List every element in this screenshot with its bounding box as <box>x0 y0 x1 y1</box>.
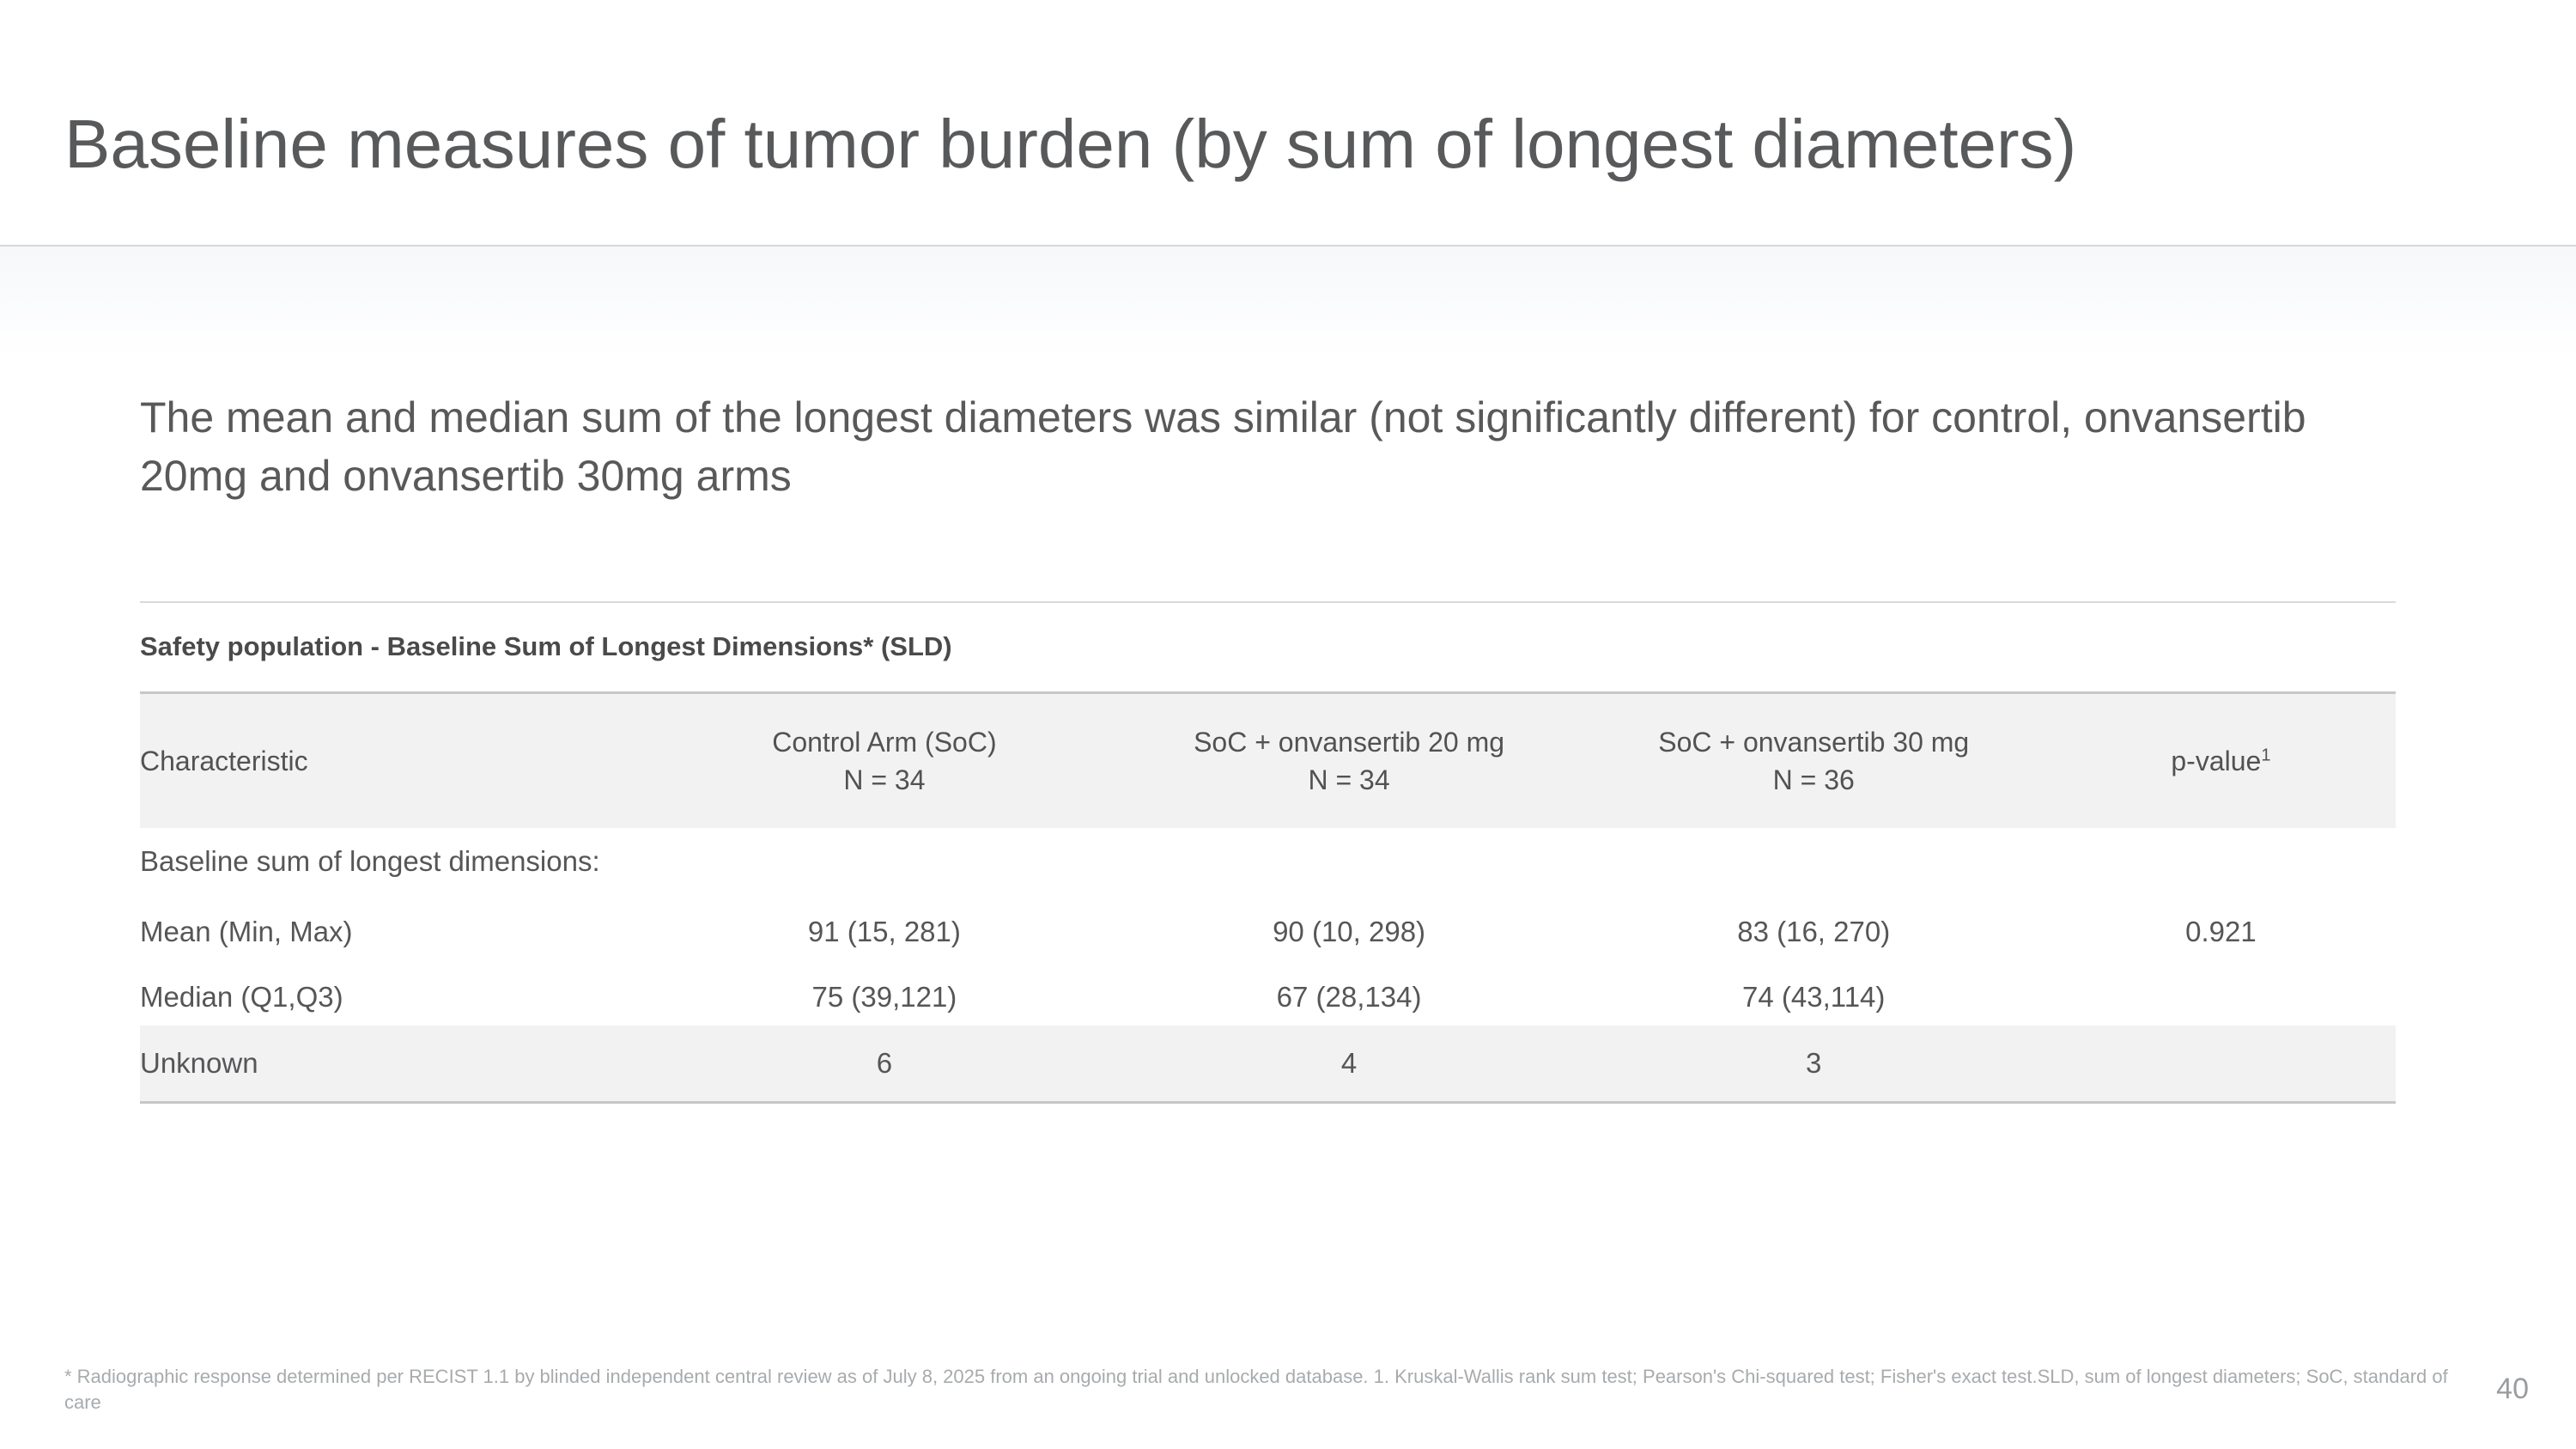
col-header-control-arm: Control Arm (SoC) N = 34 <box>652 694 1117 828</box>
table-cell-p-value: 0.921 <box>2045 895 2396 969</box>
col-header-onvansertib-30mg: SoC + onvansertib 30 mg N = 36 <box>1581 694 2046 828</box>
table-row-unknown: Unknown 6 4 3 <box>140 1026 2396 1103</box>
p-value-footnote-marker: 1 <box>2261 745 2271 764</box>
page-number: 40 <box>2496 1373 2529 1405</box>
table-cell: 4 <box>1116 1026 1582 1103</box>
page-title: Baseline measures of tumor burden (by su… <box>64 106 2077 182</box>
data-table: Characteristic Control Arm (SoC) N = 34 … <box>140 694 2396 1104</box>
table-cell: 3 <box>1581 1026 2046 1103</box>
col-header-onvansertib-20mg: SoC + onvansertib 20 mg N = 34 <box>1116 694 1582 828</box>
table-cell: 75 (39,121) <box>652 969 1117 1026</box>
row-label-cell: Mean (Min, Max) <box>140 895 653 969</box>
table-header-row: Characteristic Control Arm (SoC) N = 34 … <box>140 694 2396 828</box>
row-label-cell: Unknown <box>140 1026 653 1103</box>
table-cell: 83 (16, 270) <box>1581 895 2046 969</box>
table-cell-p-value <box>2045 969 2396 1026</box>
header-divider-band <box>0 245 2576 360</box>
table-cell: 6 <box>652 1026 1117 1103</box>
table-row-group-label: Baseline sum of longest dimensions: <box>140 828 2396 895</box>
group-label-cell: Baseline sum of longest dimensions: <box>140 828 2396 895</box>
table-cell: 91 (15, 281) <box>652 895 1117 969</box>
table-caption: Safety population - Baseline Sum of Long… <box>140 603 2396 694</box>
table-cell-p-value <box>2045 1026 2396 1103</box>
col-header-p-value: p-value1 <box>2045 694 2396 828</box>
footnote: * Radiographic response determined per R… <box>64 1366 2448 1413</box>
table-cell: 67 (28,134) <box>1116 969 1582 1026</box>
subtitle: The mean and median sum of the longest d… <box>140 393 2306 500</box>
table-cell: 74 (43,114) <box>1581 969 2046 1026</box>
table-row-mean: Mean (Min, Max) 91 (15, 281) 90 (10, 298… <box>140 895 2396 969</box>
row-label-cell: Median (Q1,Q3) <box>140 969 653 1026</box>
table-row-median: Median (Q1,Q3) 75 (39,121) 67 (28,134) 7… <box>140 969 2396 1026</box>
baseline-sld-table: Safety population - Baseline Sum of Long… <box>140 601 2396 1104</box>
table-cell: 90 (10, 298) <box>1116 895 1582 969</box>
col-header-characteristic: Characteristic <box>140 694 653 828</box>
